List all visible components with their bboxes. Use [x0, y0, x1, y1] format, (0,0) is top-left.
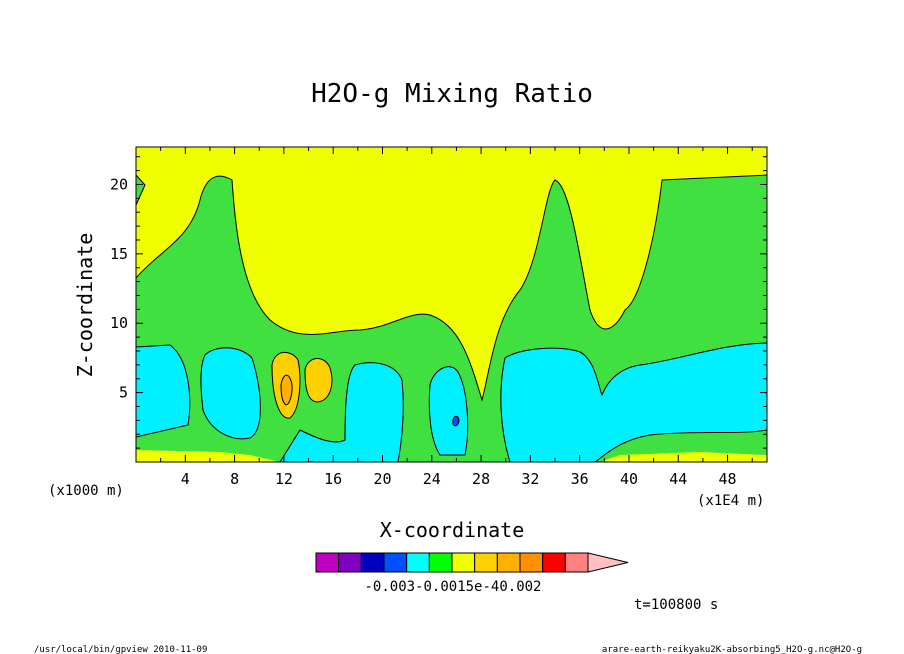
colorbar — [315, 552, 629, 573]
y-tick-label: 15 — [110, 245, 128, 263]
y-axis: 5 10 15 20 — [110, 156, 767, 449]
y-axis-label: Z-coordinate — [73, 233, 97, 378]
region-cyan-left — [136, 344, 191, 438]
x-tick-label: 44 — [669, 470, 687, 488]
region-yellow-bottom-right — [600, 452, 767, 462]
colorbar-extension — [587, 552, 629, 573]
colorbar-swatch — [542, 552, 566, 573]
y-tick-label: 10 — [110, 314, 128, 332]
x-tick-label: 16 — [324, 470, 342, 488]
colorbar-swatch — [360, 552, 385, 573]
region-cyan-lobe-2 — [200, 347, 261, 440]
plot-frame — [135, 146, 768, 463]
y-tick-label: 5 — [119, 384, 128, 402]
region-cyan-bottom — [279, 362, 404, 462]
colorbar-swatch — [451, 552, 476, 573]
colorbar-swatch — [496, 552, 521, 573]
colorbar-swatch — [315, 552, 340, 573]
colorbar-swatch — [406, 552, 430, 573]
x-tick-label: 28 — [472, 470, 490, 488]
chart-title: H2O-g Mixing Ratio — [311, 79, 593, 109]
region-gold-blob-2 — [304, 358, 333, 403]
x-tick-label: 24 — [423, 470, 441, 488]
colorbar-swatch — [338, 552, 362, 573]
x-tick-label: 12 — [275, 470, 293, 488]
x-unit-left: (x1000 m) — [48, 483, 124, 499]
region-orange-core — [280, 374, 293, 406]
colorbar-swatch — [383, 552, 408, 573]
x-tick-label: 48 — [719, 470, 737, 488]
region-cyan-lobe-4 — [428, 366, 469, 456]
region-deep-blue-spot — [452, 415, 460, 427]
contour-field — [136, 147, 767, 462]
x-tick-label: 8 — [230, 470, 239, 488]
x-tick-label: 4 — [181, 470, 190, 488]
region-yellow-bottom-strip — [136, 450, 280, 462]
x-tick-label: 20 — [373, 470, 391, 488]
colorbar-swatch — [474, 552, 498, 573]
x-unit-right: (x1E4 m) — [697, 493, 764, 509]
x-axis-label: X-coordinate — [380, 518, 525, 542]
x-axis: 4 8 12 16 20 24 28 32 36 40 44 48 — [160, 147, 753, 488]
time-label: t=100800 s — [634, 597, 718, 613]
x-tick-label: 32 — [521, 470, 539, 488]
colorbar-swatch — [564, 552, 589, 573]
x-tick-label: 36 — [571, 470, 589, 488]
colorbar-swatch — [519, 552, 544, 573]
footer-right: arare-earth-reikyaku2K-absorbing5_H2O-g.… — [602, 645, 862, 654]
x-tick-label: 40 — [620, 470, 638, 488]
region-green-left-edge — [136, 174, 146, 206]
colorbar-swatch — [428, 552, 453, 573]
colorbar-labels: -0.003-0.0015e-40.002 — [364, 579, 541, 595]
footer-left: /usr/local/bin/gpview 2010-11-09 — [34, 645, 207, 654]
region-cyan-right — [500, 342, 767, 462]
y-tick-label: 20 — [110, 175, 128, 193]
